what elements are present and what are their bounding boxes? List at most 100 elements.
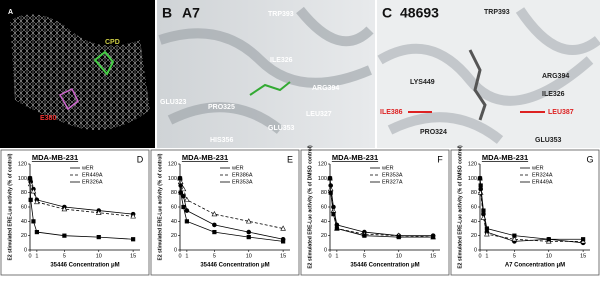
point — [334, 226, 339, 231]
ligand — [93, 50, 115, 76]
residue-label: ILE386 — [380, 109, 403, 116]
chart-frame — [450, 149, 600, 276]
point — [246, 229, 252, 235]
y-tick-label: 40 — [21, 219, 27, 225]
y-tick-label: 0 — [474, 247, 477, 253]
point — [96, 235, 101, 240]
point — [28, 197, 33, 202]
y-tick-label: 80 — [471, 190, 477, 196]
panel-compound: A7 — [182, 5, 200, 21]
panel-letter: G — [586, 154, 593, 164]
point — [512, 233, 517, 238]
x-tick-label: 10 — [96, 253, 102, 259]
point — [31, 219, 36, 224]
point — [484, 231, 490, 237]
panel-letter: F — [437, 154, 443, 164]
y-tick-label: 100 — [18, 176, 27, 182]
point — [27, 176, 33, 181]
residue-label: ILE326 — [542, 91, 565, 98]
chart-title: MDA-MB-231 — [182, 153, 228, 162]
point — [331, 212, 336, 217]
point — [34, 229, 39, 235]
chart-title: MDA-MB-231 — [482, 153, 528, 162]
panel-a: A CPD E380 — [0, 0, 155, 148]
point — [212, 229, 217, 235]
point — [181, 204, 186, 210]
chart-frame — [300, 149, 450, 276]
label: E380 — [40, 115, 56, 122]
y-tick-label: 20 — [471, 233, 477, 239]
y-tick-label: 0 — [324, 247, 327, 253]
legend-label: wER — [531, 165, 544, 171]
ligand — [249, 81, 291, 96]
point — [245, 218, 252, 224]
ribbon — [158, 6, 374, 134]
legend-label: ER326A — [82, 179, 103, 185]
legend-label: ER386A — [232, 172, 253, 178]
point — [328, 190, 333, 195]
ligand — [468, 49, 487, 121]
legend-label: wER — [381, 165, 394, 171]
legend-label: ER327A — [382, 179, 403, 185]
y-tick-label: 20 — [21, 233, 27, 239]
residue-label: LEU387 — [548, 109, 574, 116]
point — [184, 208, 190, 213]
x-tick-label: 1 — [35, 253, 38, 259]
x-tick-label: 0 — [328, 253, 331, 259]
y-tick-label: 60 — [171, 204, 177, 210]
point — [212, 222, 217, 228]
ribbon — [377, 7, 600, 144]
x-tick-label: 0 — [28, 253, 31, 259]
point — [281, 239, 286, 244]
x-tick-label: 10 — [396, 253, 402, 259]
residue-label: ARG394 — [312, 85, 339, 92]
point — [62, 233, 67, 238]
point — [246, 235, 251, 240]
legend-label: ER449A — [82, 172, 103, 178]
y-tick-label: 120 — [318, 161, 327, 167]
point — [177, 176, 183, 181]
x-tick-label: 0 — [478, 253, 481, 259]
point — [477, 176, 483, 181]
point — [130, 213, 136, 219]
residue-label: HIS356 — [210, 137, 233, 144]
legend-label: ER449A — [532, 179, 553, 185]
y-tick-label: 0 — [174, 247, 177, 253]
y-tick-label: 40 — [171, 219, 177, 225]
panel-letter: E — [287, 154, 293, 164]
point — [546, 237, 551, 242]
x-tick-label: 1 — [335, 253, 338, 259]
point — [184, 219, 189, 224]
point — [327, 176, 333, 181]
y-axis-label: E2 stimulated ERE-Luc activity (% of con… — [157, 153, 163, 260]
y-tick-label: 100 — [318, 176, 327, 182]
x-tick-label: 5 — [213, 253, 216, 259]
residue-label: LEU327 — [306, 111, 332, 118]
residue-label: PRO325 — [208, 104, 235, 111]
y-axis-label: E2 stimulated ERE-Luc activity (% of con… — [7, 153, 13, 260]
y-tick-label: 20 — [171, 233, 177, 239]
point — [27, 180, 34, 187]
y-tick-label: 100 — [168, 176, 177, 182]
x-tick-label: 15 — [280, 253, 286, 259]
residue-label: TRP393 — [484, 9, 510, 16]
panel-letter: C — [382, 5, 392, 21]
residue-label: LYS449 — [410, 79, 435, 86]
panel-b: B A7 TRP393 ILE326 ARG394 GLU323 PRO325 … — [157, 0, 375, 148]
point — [581, 237, 586, 242]
legend-label: ER353A — [382, 172, 403, 178]
x-tick-label: 10 — [246, 253, 252, 259]
legend-label: wER — [231, 165, 244, 171]
y-tick-label: 40 — [471, 219, 477, 225]
legend-label: ER324A — [532, 172, 553, 178]
residue-label: GLU353 — [535, 137, 562, 144]
y-tick-label: 80 — [321, 190, 327, 196]
y-tick-label: 60 — [471, 204, 477, 210]
panel-letter: A — [8, 9, 13, 16]
point — [211, 211, 218, 217]
x-axis-label: A7 Concentration μM — [505, 263, 565, 269]
